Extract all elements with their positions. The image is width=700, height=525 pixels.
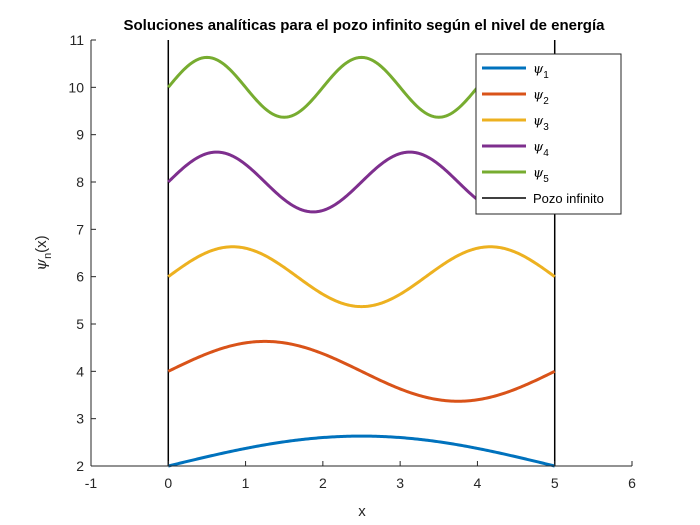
legend-label-psi-4: ψ4 bbox=[533, 140, 549, 159]
ticks-group: -1 0 1 2 3 4 5 6 2 3 4 5 6 7 8 9 10 11 bbox=[68, 32, 636, 491]
legend-label-psi-1: ψ1 bbox=[533, 62, 549, 81]
y-axis-label-sub: n bbox=[42, 253, 54, 259]
y-axis-label: ψn(x) bbox=[32, 235, 54, 270]
legend-label-psi-3: ψ3 bbox=[533, 114, 549, 133]
axes-group bbox=[90, 40, 632, 467]
chart-title: Soluciones analíticas para el pozo infin… bbox=[124, 17, 606, 34]
x-axis-label: x bbox=[358, 503, 366, 520]
y-axis-label-symbol: ψ bbox=[32, 259, 50, 271]
series-line-psi-3 bbox=[167, 245, 556, 309]
series-line-psi-2 bbox=[167, 339, 556, 403]
legend-label-psi-2: ψ2 bbox=[533, 88, 549, 107]
y-tick-label: 5 bbox=[76, 316, 84, 332]
legend: ψ1 ψ2 ψ3 ψ4 ψ5 Pozo infinito bbox=[475, 53, 622, 215]
x-tick-label: 1 bbox=[242, 475, 250, 491]
x-tick-label: 4 bbox=[474, 475, 482, 491]
y-tick-label: 10 bbox=[68, 79, 84, 95]
y-tick-label: 9 bbox=[76, 127, 84, 143]
y-tick-label: 4 bbox=[76, 363, 84, 379]
y-axis-label-suffix: (x) bbox=[33, 235, 50, 253]
series-line-psi-1 bbox=[167, 434, 556, 468]
x-tick-label: 3 bbox=[396, 475, 404, 491]
x-tick-label: 6 bbox=[628, 475, 636, 491]
x-tick-label: 0 bbox=[164, 475, 172, 491]
x-tick-label: -1 bbox=[85, 475, 98, 491]
y-tick-label: 6 bbox=[76, 269, 84, 285]
y-tick-label: 2 bbox=[76, 458, 84, 474]
legend-box bbox=[475, 53, 622, 215]
y-tick-label: 7 bbox=[76, 221, 84, 237]
x-tick-label: 2 bbox=[319, 475, 327, 491]
x-tick-label: 5 bbox=[551, 475, 559, 491]
y-tick-label: 3 bbox=[76, 411, 84, 427]
legend-label-psi-5: ψ5 bbox=[533, 166, 549, 185]
y-tick-label: 11 bbox=[69, 32, 84, 48]
legend-label-well: Pozo infinito bbox=[533, 191, 604, 206]
y-tick-label: 8 bbox=[76, 174, 84, 190]
